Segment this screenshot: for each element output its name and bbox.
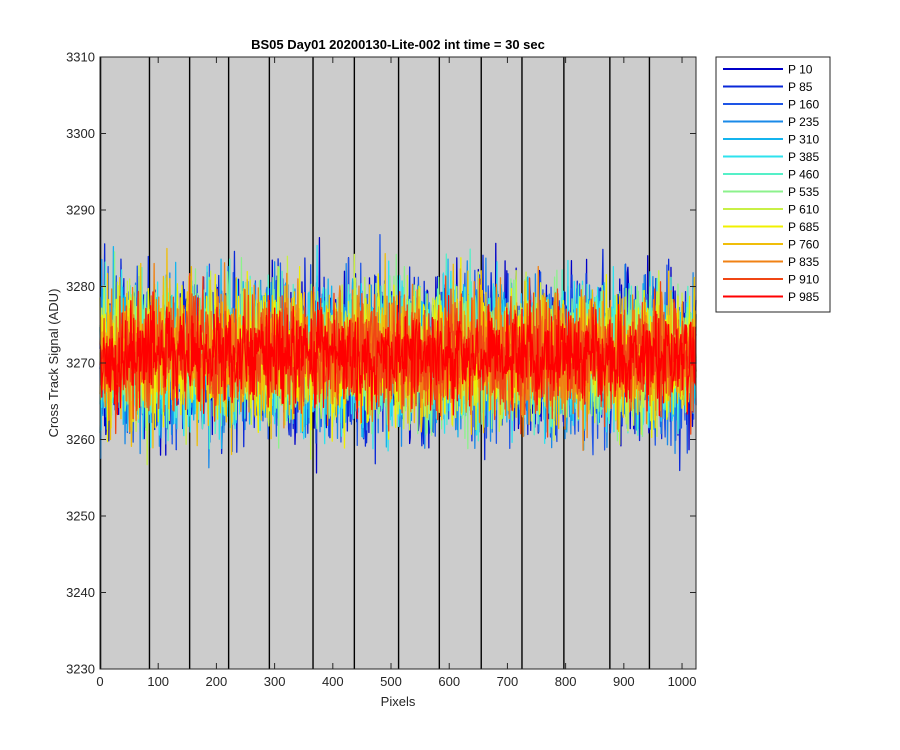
legend-label-10: P 760 xyxy=(788,238,819,252)
legend-label-13: P 985 xyxy=(788,290,819,304)
legend-label-4: P 310 xyxy=(788,133,819,147)
legend-label-5: P 385 xyxy=(788,150,819,164)
legend-label-11: P 835 xyxy=(788,255,819,269)
legend-label-0: P 10 xyxy=(788,63,813,77)
legend-label-12: P 910 xyxy=(788,273,819,287)
x-tick-label-8: 800 xyxy=(555,674,577,689)
chart-title: BS05 Day01 20200130-Lite-002 int time = … xyxy=(251,37,545,52)
x-tick-label-4: 400 xyxy=(322,674,344,689)
y-axis-ticks: 3230 3240 3250 3260 3270 3280 3290 3300 3310 xyxy=(66,50,696,677)
y-tick-label-4: 3270 xyxy=(66,356,95,371)
y-axis-label: Cross Track Signal (ADU) xyxy=(46,289,61,438)
series-lines xyxy=(99,233,697,474)
y-tick-label-7: 3300 xyxy=(66,126,95,141)
x-tick-label-10: 1000 xyxy=(668,674,697,689)
x-tick-label-1: 100 xyxy=(147,674,169,689)
legend-label-1: P 85 xyxy=(788,80,813,94)
legend-label-3: P 235 xyxy=(788,115,819,129)
y-tick-label-1: 3240 xyxy=(66,585,95,600)
legend-label-9: P 685 xyxy=(788,220,819,234)
legend-label-8: P 610 xyxy=(788,203,819,217)
x-tick-label-6: 600 xyxy=(438,674,460,689)
y-tick-label-3: 3260 xyxy=(66,432,95,447)
y-tick-label-6: 3290 xyxy=(66,203,95,218)
x-tick-label-3: 300 xyxy=(264,674,286,689)
y-tick-label-8: 3310 xyxy=(66,50,95,65)
y-tick-label-0: 3230 xyxy=(66,662,95,677)
x-tick-label-9: 900 xyxy=(613,674,635,689)
legend-label-6: P 460 xyxy=(788,168,819,182)
x-tick-label-2: 200 xyxy=(206,674,228,689)
x-tick-label-7: 700 xyxy=(497,674,519,689)
legend: P 10 P 85 P 160 P 235 P 310 P 385 P 460 P 535 P … xyxy=(715,56,831,313)
y-tick-label-5: 3280 xyxy=(66,279,95,294)
legend-label-2: P 160 xyxy=(788,98,819,112)
legend-box xyxy=(715,56,831,313)
series-line-13 xyxy=(99,291,697,419)
legend-label-7: P 535 xyxy=(788,185,819,199)
x-axis-label: Pixels xyxy=(381,694,416,709)
x-axis-ticks: 0 100 200 300 400 500 600 700 800 900 1000 xyxy=(96,57,696,689)
y-tick-label-2: 3250 xyxy=(66,509,95,524)
x-tick-label-5: 500 xyxy=(380,674,402,689)
x-tick-label-0: 0 xyxy=(96,674,103,689)
